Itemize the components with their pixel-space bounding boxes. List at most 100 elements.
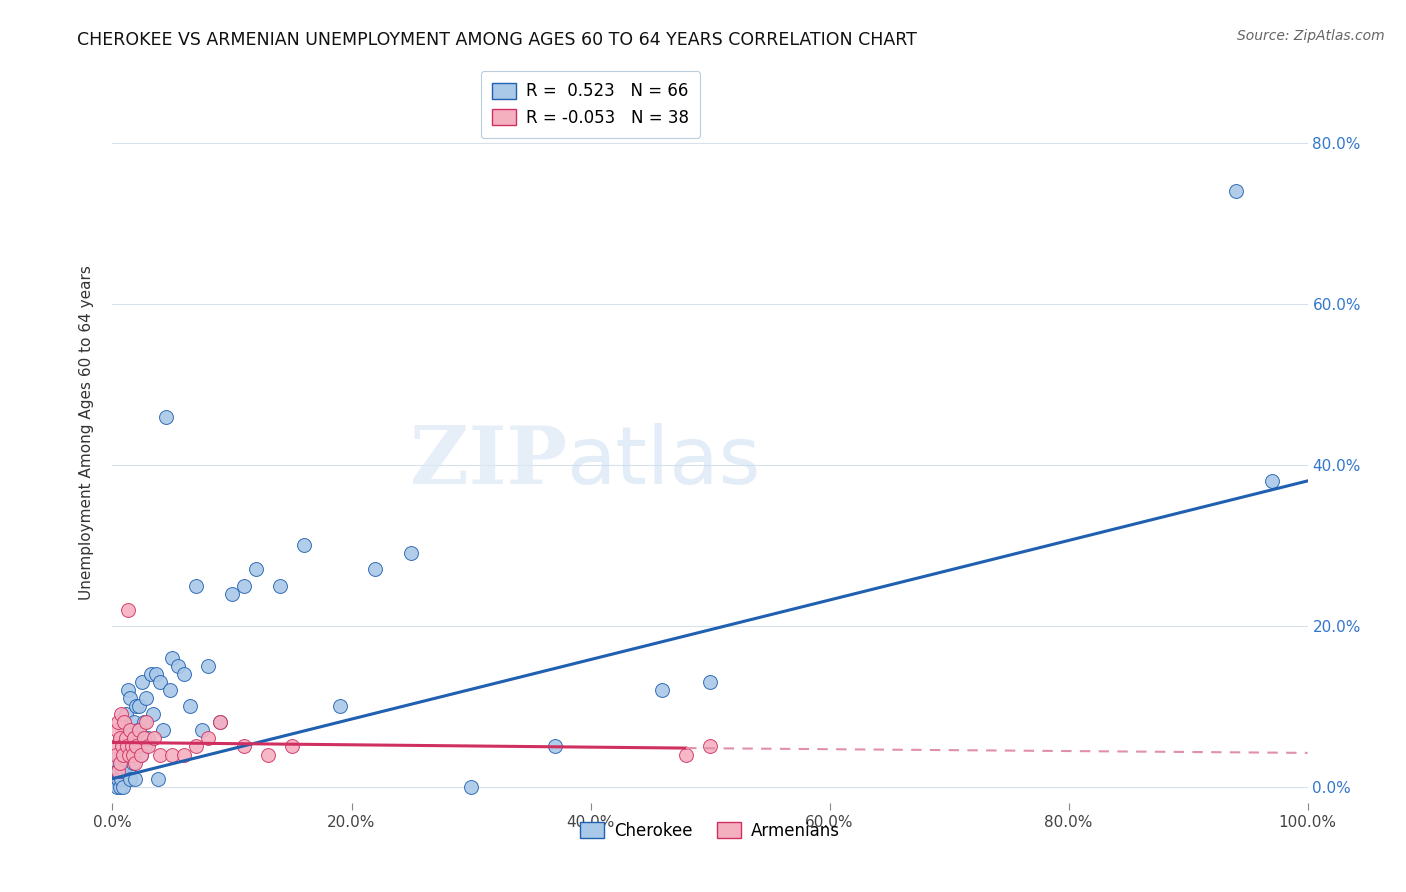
Point <box>105 780 128 794</box>
Point <box>191 723 214 738</box>
Point <box>117 764 139 778</box>
Point <box>138 731 160 746</box>
Point <box>245 562 267 576</box>
Point <box>142 707 165 722</box>
Point <box>129 747 152 762</box>
Point <box>125 739 148 754</box>
Point <box>121 739 143 754</box>
Point <box>132 715 155 730</box>
Point <box>146 772 169 786</box>
Point <box>138 739 160 754</box>
Point <box>107 715 129 730</box>
Point <box>121 731 143 746</box>
Point <box>107 764 129 778</box>
Point <box>110 756 132 770</box>
Point <box>699 739 721 754</box>
Point <box>105 764 128 778</box>
Point <box>128 699 150 714</box>
Point <box>132 731 155 746</box>
Point <box>114 715 135 730</box>
Point <box>209 715 232 730</box>
Point <box>111 739 134 754</box>
Point <box>105 723 128 738</box>
Point <box>179 699 201 714</box>
Point <box>167 659 190 673</box>
Point <box>135 715 157 730</box>
Point <box>460 780 482 794</box>
Point <box>118 747 141 762</box>
Point <box>209 715 232 730</box>
Point <box>114 723 135 738</box>
Point <box>108 780 131 794</box>
Point <box>115 756 138 770</box>
Legend: Cherokee, Armenians: Cherokee, Armenians <box>574 815 846 847</box>
Point <box>197 659 219 673</box>
Point <box>149 675 172 690</box>
Point <box>114 731 136 746</box>
Point <box>117 602 139 616</box>
Point <box>675 747 697 762</box>
Point <box>104 756 127 770</box>
Point <box>134 739 156 754</box>
Point <box>143 731 166 746</box>
Point <box>162 747 183 762</box>
Point <box>269 578 291 592</box>
Point <box>364 562 387 576</box>
Point <box>122 715 145 730</box>
Point <box>108 731 131 746</box>
Point <box>651 683 673 698</box>
Point <box>122 731 145 746</box>
Point <box>162 651 183 665</box>
Point <box>131 675 153 690</box>
Point <box>114 707 136 722</box>
Point <box>124 756 146 770</box>
Point <box>118 747 141 762</box>
Point <box>112 780 135 794</box>
Point <box>173 667 195 681</box>
Point <box>111 739 134 754</box>
Point <box>197 731 219 746</box>
Point <box>129 747 152 762</box>
Point <box>159 683 181 698</box>
Text: Source: ZipAtlas.com: Source: ZipAtlas.com <box>1237 29 1385 43</box>
Point <box>110 707 132 722</box>
Point <box>401 546 423 560</box>
Point <box>124 772 146 786</box>
Point <box>127 723 149 738</box>
Point <box>120 723 142 738</box>
Point <box>699 675 721 690</box>
Text: CHEROKEE VS ARMENIAN UNEMPLOYMENT AMONG AGES 60 TO 64 YEARS CORRELATION CHART: CHEROKEE VS ARMENIAN UNEMPLOYMENT AMONG … <box>77 31 917 49</box>
Point <box>329 699 352 714</box>
Point <box>281 739 304 754</box>
Point <box>117 683 139 698</box>
Point <box>152 723 174 738</box>
Point <box>125 699 148 714</box>
Point <box>145 667 167 681</box>
Point <box>120 772 142 786</box>
Point <box>121 756 143 770</box>
Point <box>155 409 177 424</box>
Point <box>135 691 157 706</box>
Point <box>114 764 135 778</box>
Point <box>107 772 129 786</box>
Point <box>233 739 256 754</box>
Point <box>139 667 162 681</box>
Text: atlas: atlas <box>567 423 761 501</box>
Point <box>120 691 142 706</box>
Point <box>111 764 134 778</box>
Point <box>1261 474 1284 488</box>
Text: ZIP: ZIP <box>409 423 567 501</box>
Point <box>186 739 208 754</box>
Point <box>292 538 315 552</box>
Point <box>1225 184 1247 198</box>
Point <box>115 739 138 754</box>
Y-axis label: Unemployment Among Ages 60 to 64 years: Unemployment Among Ages 60 to 64 years <box>79 265 94 600</box>
Point <box>173 747 195 762</box>
Point <box>221 586 243 600</box>
Point <box>105 772 128 786</box>
Point <box>121 747 143 762</box>
Point <box>110 772 132 786</box>
Point <box>128 723 150 738</box>
Point <box>543 739 565 754</box>
Point <box>233 578 256 592</box>
